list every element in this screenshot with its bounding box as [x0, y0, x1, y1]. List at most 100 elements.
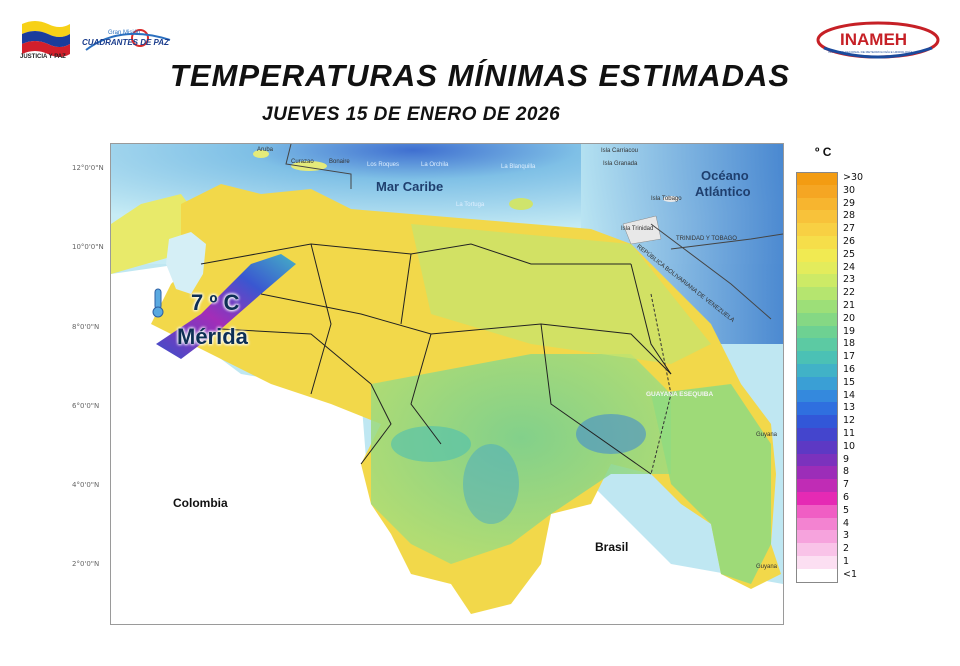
inameh-subtext: INSTITUTO NACIONAL DE METEOROLOGÍA E HID…	[828, 50, 913, 54]
lat-label-6: 6°0'0"N	[72, 402, 100, 410]
legend-swatch	[796, 210, 838, 225]
legend-label: 14	[843, 389, 856, 401]
legend-label: 22	[843, 287, 856, 299]
legend-swatch	[796, 300, 838, 314]
header-logos-left: JUSTICIA Y PAZ Gran Misión CUADRANTES DE…	[20, 14, 180, 64]
thermometer-icon	[152, 288, 164, 318]
lat-label-10: 10°0'0"N	[72, 243, 104, 251]
legend-swatch	[796, 415, 838, 429]
legend-swatch	[796, 248, 838, 263]
legend-label: 27	[843, 223, 856, 235]
venezuela-flag-logo	[22, 21, 171, 57]
lat-label-4: 4°0'0"N	[72, 481, 100, 489]
legend-swatch	[796, 504, 838, 519]
label-guyana-south: Guyana	[756, 564, 778, 570]
label-brasil: Brasil	[595, 540, 629, 554]
legend-swatch	[796, 197, 838, 212]
label-mar-caribe: Mar Caribe	[376, 179, 444, 194]
legend-unit: º C	[815, 145, 832, 159]
legend-swatch	[796, 479, 838, 493]
legend-label: 15	[843, 376, 856, 388]
legend-label: 1	[843, 556, 850, 567]
legend-label: 7	[843, 479, 850, 491]
label-los-roques: Los Roques	[367, 162, 400, 168]
page-title: TEMPERATURAS MÍNIMAS ESTIMADAS	[169, 58, 791, 93]
legend-swatch	[796, 376, 838, 391]
legend-label: 12	[843, 415, 856, 427]
legend-label: 2	[843, 543, 850, 555]
legend-label: 5	[843, 504, 850, 516]
legend-swatch	[796, 543, 838, 557]
legend-label: 26	[843, 236, 856, 247]
legend-label: 11	[843, 428, 856, 439]
lat-label-12: 12°0'0"N	[72, 164, 104, 172]
legend-swatch	[796, 236, 838, 250]
legend-label: 10	[843, 440, 856, 452]
label-la-orchila: La Orchila	[421, 162, 449, 168]
legend-swatch	[796, 261, 838, 276]
legend-swatch	[796, 223, 838, 237]
legend-swatch	[796, 325, 838, 340]
legend-label: 25	[843, 248, 856, 260]
inameh-text: INAMEH	[840, 30, 908, 49]
justicia-y-paz-text: JUSTICIA Y PAZ	[20, 54, 66, 60]
legend-label: 20	[843, 312, 856, 324]
legend-label: 13	[843, 402, 856, 414]
legend-label: 30	[843, 184, 856, 196]
map-graphic	[111, 144, 783, 624]
legend-label: 17	[843, 351, 856, 363]
label-tobago: Isla Tobago	[651, 196, 682, 202]
label-trinidad-tobago: TRINIDAD Y TOBAGO	[676, 236, 737, 242]
legend-swatch	[796, 274, 838, 289]
lat-label-8: 8°0'0"N	[72, 323, 100, 331]
legend-label: <1	[843, 568, 858, 580]
legend-swatch	[796, 466, 838, 481]
legend-label: >30	[843, 172, 864, 183]
legend-label: 19	[843, 325, 856, 337]
legend-swatch	[796, 556, 838, 570]
label-bonaire: Bonaire	[329, 159, 350, 165]
legend-swatch	[796, 517, 838, 532]
label-la-tortuga: La Tortuga	[456, 202, 485, 208]
highlight-temperature: 7 º C	[191, 290, 240, 315]
legend-label: 3	[843, 530, 850, 542]
legend-label: 18	[843, 338, 856, 350]
legend-label: 23	[843, 274, 856, 286]
legend-label: 8	[843, 466, 850, 478]
legend-label: 16	[843, 364, 856, 375]
highlight-city: Mérida	[177, 324, 248, 349]
label-guyana: Guyana	[756, 432, 778, 438]
legend-label: 24	[843, 261, 856, 273]
legend-swatch	[796, 389, 838, 404]
gran-mision-text: Gran Misión	[108, 30, 141, 36]
legend-label: 4	[843, 517, 850, 529]
legend-label: 28	[843, 210, 856, 222]
label-atlantico: Atlántico	[695, 184, 751, 199]
legend-swatch	[796, 530, 838, 545]
legend-swatch	[796, 402, 838, 417]
legend-label: 6	[843, 492, 850, 503]
page-subtitle: JUEVES 15 DE ENERO DE 2026	[262, 104, 561, 125]
legend-label: 21	[843, 300, 856, 311]
label-carriacou: Isla Carriacou	[601, 148, 639, 154]
inameh-logo: INAMEH INSTITUTO NACIONAL DE METEOROLOGÍ…	[814, 18, 944, 64]
lat-label-2: 2°0'0"N	[72, 560, 100, 568]
legend-label: 29	[843, 197, 856, 209]
label-aruba: Aruba	[257, 147, 274, 153]
legend-swatch	[796, 351, 838, 365]
cuadrantes-de-paz-text: CUADRANTES DE PAZ	[82, 38, 169, 47]
temperature-map: Mar Caribe Océano Atlántico Colombia Bra…	[110, 143, 784, 625]
legend-swatch	[796, 287, 838, 301]
legend-swatch	[796, 184, 838, 199]
label-guayana-esequiba: GUAYANA ESEQUIBA	[646, 391, 714, 398]
label-trinidad: Isla Trinidad	[621, 226, 654, 232]
legend-swatch	[796, 453, 838, 468]
legend-swatch	[796, 492, 838, 506]
legend-swatch	[796, 338, 838, 353]
legend-swatch	[796, 364, 838, 378]
legend-swatch	[796, 312, 838, 327]
label-la-blanquilla: La Blanquilla	[501, 164, 536, 170]
legend-swatch	[796, 428, 838, 442]
legend-swatch	[796, 440, 838, 455]
label-colombia: Colombia	[173, 496, 228, 510]
